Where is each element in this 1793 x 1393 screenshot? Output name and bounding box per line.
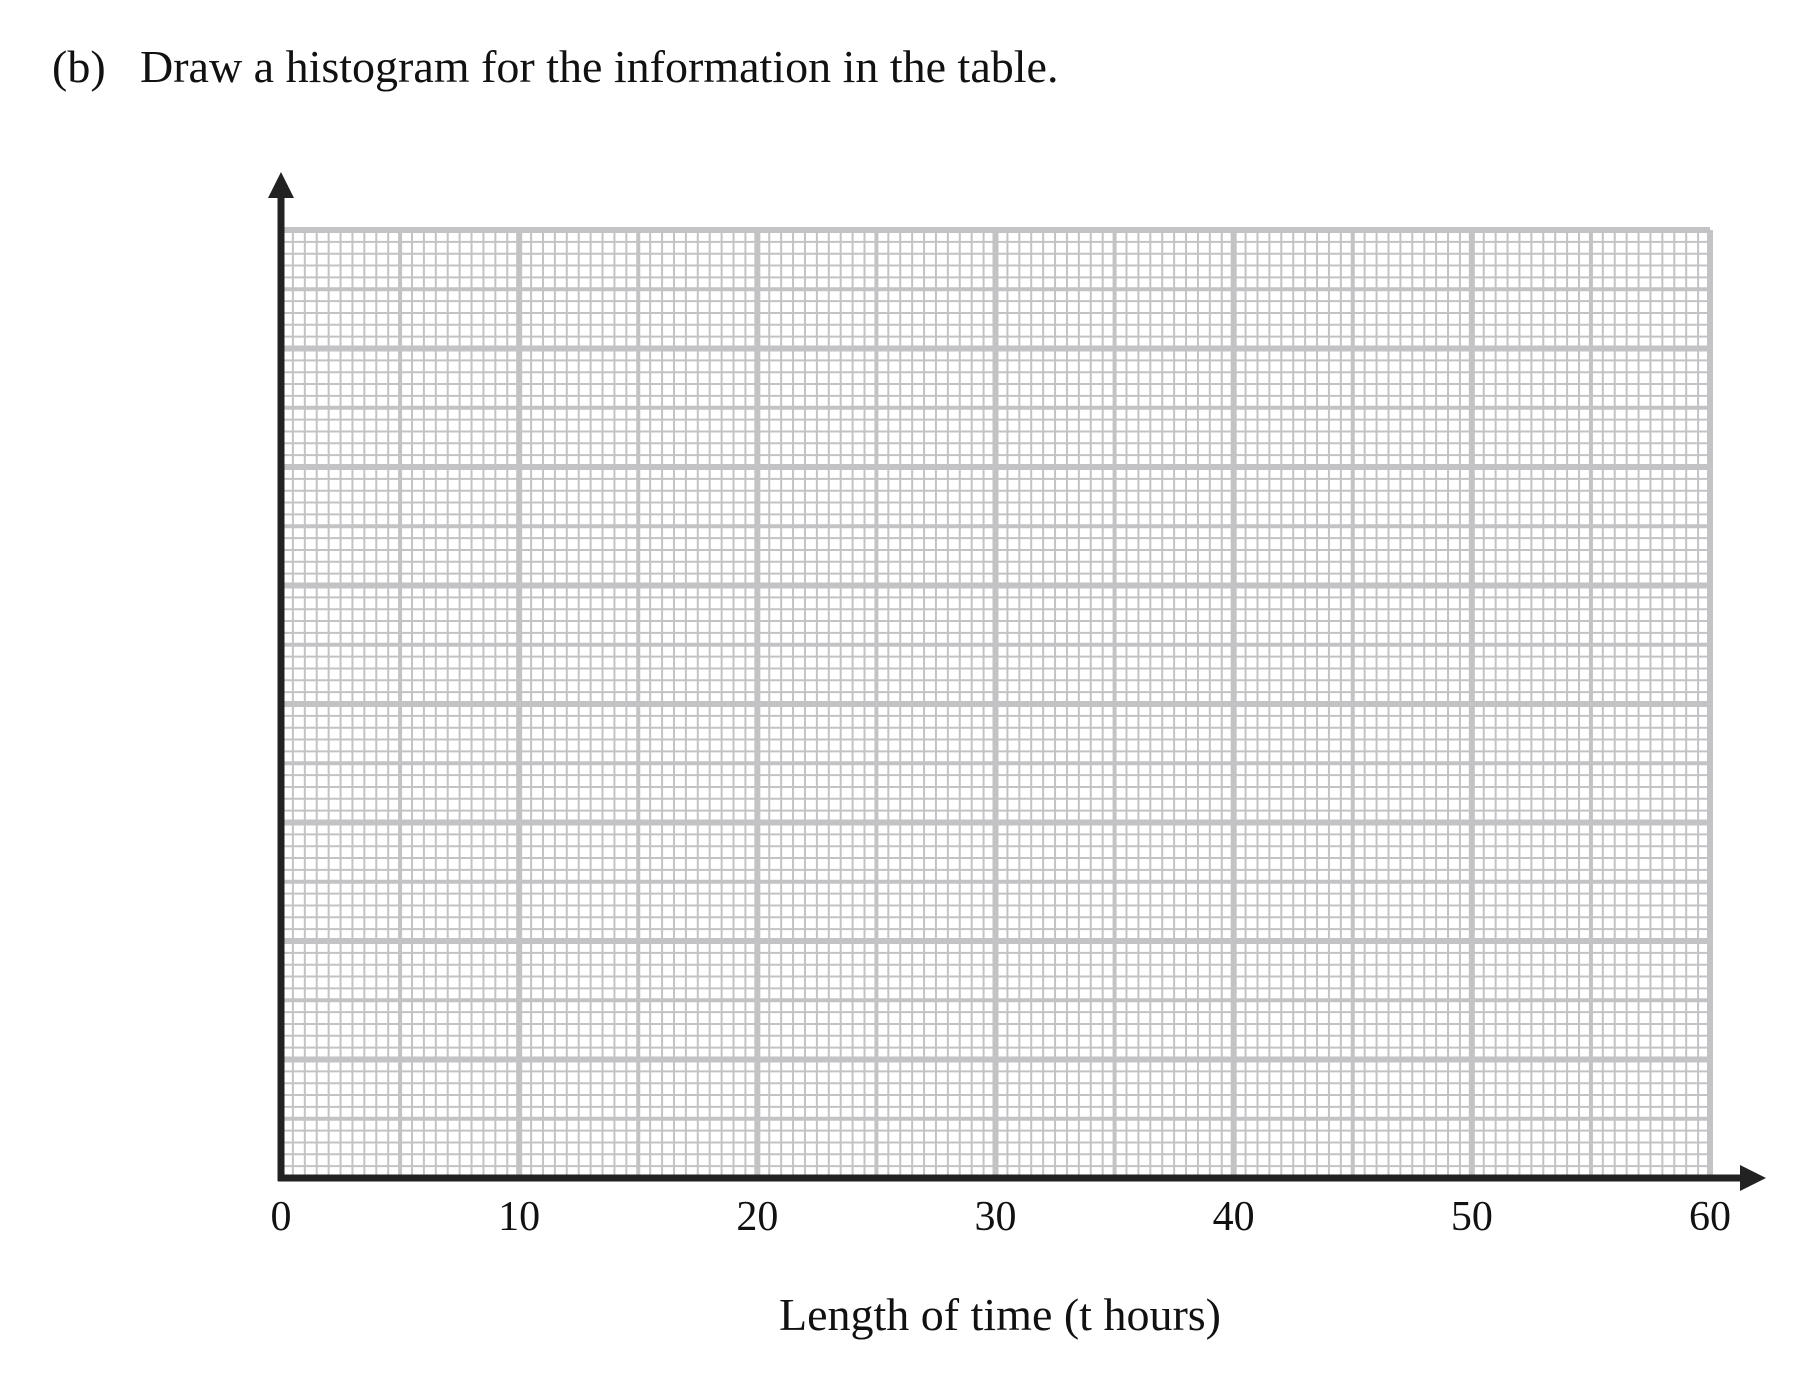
x-axis-arrow — [1740, 1165, 1766, 1191]
x-tick-label: 50 — [1451, 1194, 1493, 1240]
axes: 0 10 20 30 40 50 60 — [268, 172, 1766, 1240]
question-label: (b) — [52, 41, 106, 92]
question-text: Draw a histogram for the information in … — [140, 41, 1058, 92]
x-tick-label: 30 — [975, 1194, 1017, 1240]
x-tick-label: 0 — [271, 1194, 292, 1240]
x-axis-label: Length of time (t hours) — [779, 1289, 1221, 1340]
x-tick-label: 60 — [1689, 1194, 1731, 1240]
x-tick-label: 10 — [498, 1194, 540, 1240]
y-axis-arrow — [268, 172, 294, 198]
x-tick-label: 20 — [736, 1194, 778, 1240]
x-tick-label: 40 — [1213, 1194, 1255, 1240]
graph-paper — [278, 227, 1713, 1181]
